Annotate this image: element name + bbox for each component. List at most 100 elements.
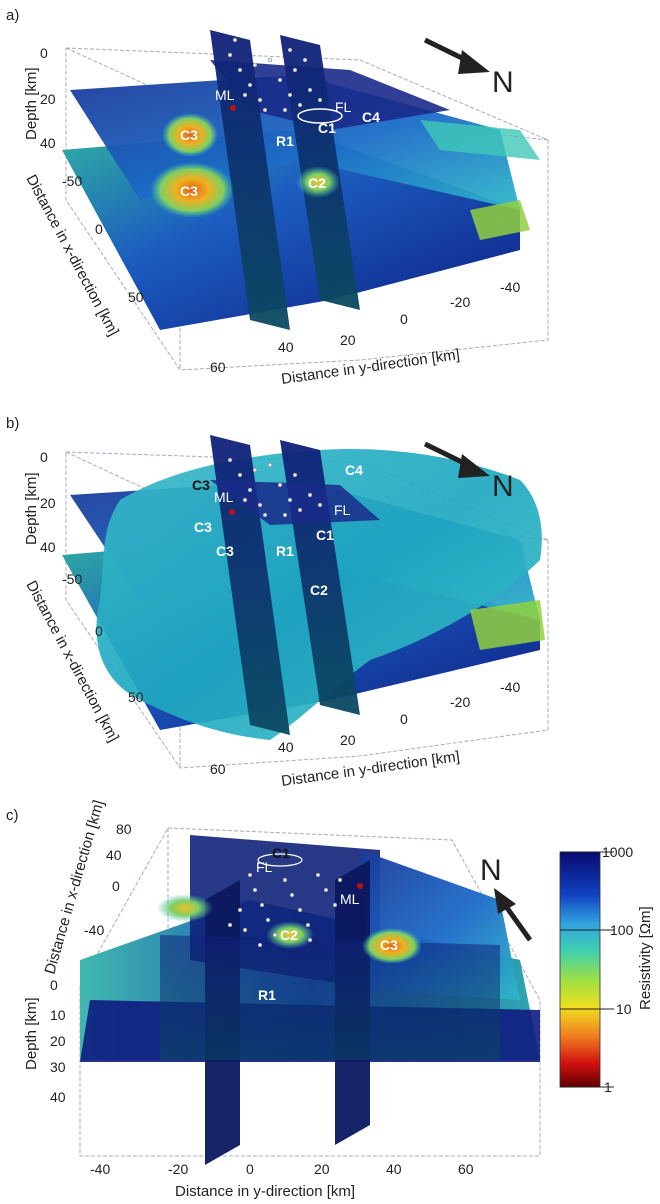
- panel-c: c) C1 FL ML: [6, 798, 541, 1200]
- panel-a-depth-tick: 40: [40, 135, 56, 151]
- colorbar-tick: 1: [604, 1079, 612, 1095]
- panel-b-ml-marker: [229, 509, 235, 515]
- panel-b-side-edge: [470, 600, 545, 650]
- panel-b-label-c4: C4: [345, 462, 363, 478]
- panel-c-depth-tick: 30: [50, 1059, 66, 1075]
- panel-a-ml-marker: [230, 105, 236, 111]
- panel-c-x-tick: 0: [112, 878, 120, 894]
- panel-a-anomaly-c3-upper: [162, 113, 218, 157]
- panel-a-y-tick: 20: [340, 332, 356, 348]
- panel-c-x-label: Distance in x-direction [km]: [42, 798, 108, 976]
- panel-b-label-c3-mid: C3: [194, 519, 212, 535]
- panel-c-north-arrow-icon: [494, 888, 533, 942]
- panel-c-y-tick: 0: [246, 1161, 254, 1177]
- panel-a-y-label: Distance in y-direction [km]: [280, 346, 461, 388]
- panel-a-x-tick: 0: [95, 221, 103, 237]
- panel-a-y-tick: -20: [450, 294, 470, 310]
- panel-c-depth-tick: 10: [50, 1007, 66, 1023]
- panel-a-anomaly-c3-lower: [150, 162, 234, 218]
- panel-b-x-tick: 50: [128, 689, 144, 705]
- panel-a-y-tick: 60: [210, 359, 226, 375]
- panel-a-seismicity: [227, 37, 323, 113]
- panel-c-label-r1: R1: [258, 987, 276, 1003]
- panel-c-y-tick: -20: [168, 1161, 188, 1177]
- panel-b-letter: b): [6, 415, 19, 432]
- panel-b-depth-tick: 0: [40, 449, 48, 465]
- panel-b-y-tick: 0: [400, 711, 408, 727]
- colorbar-tick: 100: [610, 922, 634, 938]
- panel-b-label-c3-low: C3: [216, 543, 234, 559]
- panel-b-depth-tick: 40: [40, 539, 56, 555]
- panel-a-depth-tick: 20: [40, 91, 56, 107]
- colorbar-gradient: [560, 852, 600, 1087]
- panel-b-label-c1: C1: [316, 527, 334, 543]
- panel-a: a): [6, 7, 549, 388]
- panel-a-north-arrow-icon: [423, 37, 490, 74]
- panel-b-x-tick: 0: [95, 623, 103, 639]
- panel-a-label-ml: ML: [215, 87, 235, 103]
- panel-b-label-fl: FL: [334, 502, 351, 518]
- panel-a-depth-tick: 0: [40, 45, 48, 61]
- panel-b-top-cap: [210, 480, 380, 525]
- panel-a-y-tick: 40: [278, 339, 294, 355]
- panel-a-anomaly-c4: [420, 120, 540, 160]
- panel-a-label-c4: C4: [362, 109, 380, 125]
- panel-c-label-c3: C3: [380, 937, 398, 953]
- panel-b-y-tick: 60: [210, 761, 226, 777]
- panel-c-front-sheet: [160, 935, 500, 1060]
- panel-b-label-r1: R1: [276, 543, 294, 559]
- panel-a-side-edge: [470, 200, 530, 240]
- panel-c-anomaly-c3: [362, 928, 422, 964]
- panel-b-y-tick: -20: [450, 694, 470, 710]
- colorbar-tick: 1000: [602, 844, 633, 860]
- panel-c-ml-marker: [357, 883, 363, 889]
- panel-a-letter: a): [6, 7, 19, 24]
- panel-b-y-tick: 40: [278, 739, 294, 755]
- panel-c-x-tick: -40: [84, 922, 104, 938]
- panel-c-label-c1: C1: [272, 845, 290, 861]
- panel-a-label-fl: FL: [335, 99, 352, 115]
- panel-c-label-fl: FL: [256, 859, 273, 875]
- panel-b-label-c2: C2: [310, 582, 328, 598]
- panel-b-depth-tick: 20: [40, 495, 56, 511]
- panel-c-label-c2: C2: [280, 927, 298, 943]
- panel-b-north-label: N: [492, 470, 514, 503]
- panel-a-c1-outline: [297, 108, 343, 124]
- panel-a-y-tick: -40: [500, 279, 520, 295]
- panel-a-y-tick: 0: [400, 311, 408, 327]
- panel-c-x-tick: 40: [106, 847, 122, 863]
- panel-c-north-label: N: [480, 854, 502, 887]
- panel-b-x-tick: -50: [62, 571, 82, 587]
- colorbar-label: Resistivity [Ωm]: [637, 906, 654, 1010]
- panel-c-y-tick: 60: [458, 1161, 474, 1177]
- panel-c-depth-tick: 0: [50, 977, 58, 993]
- panel-c-anomaly-c2: [266, 921, 314, 949]
- panel-a-label-c3-lower: C3: [180, 183, 198, 199]
- colorbar: 1000 100 10 1 Resistivity [Ωm]: [559, 844, 654, 1095]
- panel-b: b) C3 ML C3 C3 R1 C1 FL C2 C4: [6, 415, 549, 790]
- panel-c-letter: c): [6, 807, 19, 824]
- panel-c-x-tick: 80: [116, 821, 132, 837]
- panel-b-y-tick: 20: [340, 732, 356, 748]
- panel-c-y-label: Distance in y-direction [km]: [175, 1183, 355, 1200]
- panel-b-north-arrow-icon: [423, 441, 490, 478]
- colorbar-tick: 10: [616, 1001, 632, 1017]
- panel-c-depth-tick: 20: [50, 1033, 66, 1049]
- panel-b-depth-label: Depth [km]: [23, 472, 40, 545]
- panel-a-label-c3-upper: C3: [180, 127, 198, 143]
- panel-c-y-tick: -40: [90, 1161, 110, 1177]
- panel-c-depth-tick: 40: [50, 1089, 66, 1105]
- panel-c-depth-label: Depth [km]: [23, 997, 40, 1070]
- panel-c-label-ml: ML: [340, 891, 360, 907]
- panel-c-y-tick: 40: [386, 1161, 402, 1177]
- panel-a-label-r1: R1: [276, 133, 294, 149]
- panel-a-north-label: N: [492, 66, 514, 99]
- panel-a-profile-1: [210, 30, 290, 330]
- panel-c-anomaly-left: [157, 894, 213, 922]
- panel-c-seismicity: [227, 872, 343, 948]
- panel-a-x-tick: -50: [62, 173, 82, 189]
- panel-c-y-tick: 20: [314, 1161, 330, 1177]
- panel-b-y-tick: -40: [500, 679, 520, 695]
- panel-a-top-cap: [210, 60, 450, 130]
